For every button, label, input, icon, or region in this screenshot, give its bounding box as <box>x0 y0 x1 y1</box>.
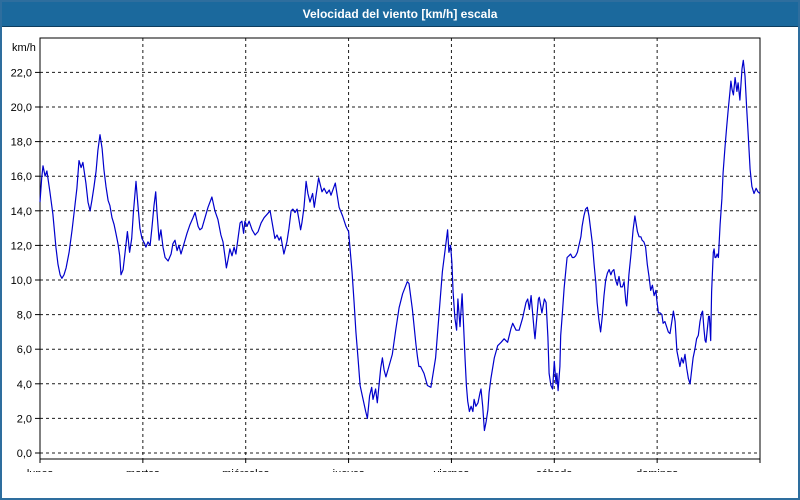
y-tick-label: 12,0 <box>11 240 32 252</box>
y-tick-label: 14,0 <box>11 206 32 218</box>
plot-frame <box>39 37 761 460</box>
chart-title-bar: Velocidad del viento [km/h] escala <box>2 2 798 27</box>
x-label-day: domingo <box>636 468 678 472</box>
y-tick-label: 2,0 <box>17 413 32 425</box>
y-axis-unit-label: km/h <box>12 42 36 54</box>
y-tick-label: 16,0 <box>11 171 32 183</box>
wind-speed-line <box>39 59 761 432</box>
x-label-day: viernes <box>434 468 470 472</box>
x-label-day: martes <box>126 468 160 472</box>
chart-title: Velocidad del viento [km/h] escala <box>302 7 498 21</box>
y-tick-label: 4,0 <box>17 379 32 391</box>
x-label-day: jueves <box>332 468 365 472</box>
y-tick-label: 8,0 <box>17 310 32 322</box>
y-tick-label: 10,0 <box>11 275 32 287</box>
x-label-day: lunes <box>27 468 54 472</box>
chart-canvas: 0,0 2,0 4,0 6,0 8,0 10,0 12,0 14,0 16,0 18,0 20,0 2… <box>11 37 761 472</box>
y-tick-label: 20,0 <box>11 102 32 114</box>
y-tick-label: 18,0 <box>11 137 32 149</box>
y-tick-label: 0,0 <box>17 448 32 460</box>
x-label-day: sábado <box>536 468 572 472</box>
y-tick-label: 6,0 <box>17 344 32 356</box>
x-label-day: miércoles <box>222 468 270 472</box>
y-tick-label: 22,0 <box>11 67 32 79</box>
